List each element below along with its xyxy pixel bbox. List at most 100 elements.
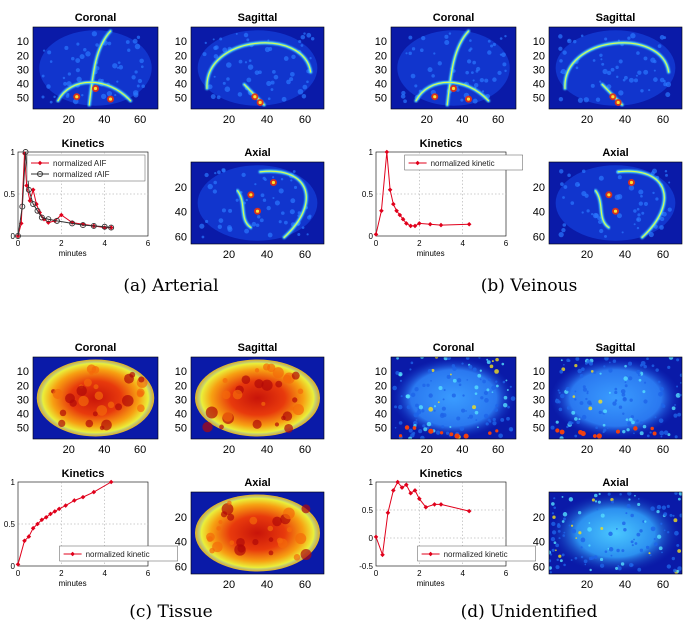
- noise-dot: [461, 362, 464, 365]
- speckle: [628, 77, 634, 83]
- noise-dot: [563, 531, 566, 534]
- speckle: [659, 35, 665, 40]
- noise-dot: [554, 549, 557, 552]
- image-title: Sagittal: [596, 12, 636, 24]
- tissue-blob: [261, 379, 273, 391]
- legend-label: normalized rAIF: [53, 170, 110, 179]
- tissue-blob: [275, 380, 283, 388]
- noise-dot: [624, 384, 628, 388]
- noise-dot: [589, 361, 593, 366]
- noise-dot: [603, 428, 607, 432]
- vessel-core: [259, 170, 307, 238]
- speckle: [490, 44, 494, 48]
- series-point: [397, 212, 403, 218]
- speckle: [635, 74, 638, 77]
- image-ytick-label: 10: [375, 366, 387, 378]
- speckle: [117, 61, 121, 65]
- noise-dot: [406, 405, 411, 410]
- noise-hotspot: [412, 426, 417, 430]
- image-ytick-label: 20: [533, 380, 545, 392]
- noise-dot: [637, 502, 641, 507]
- image-ytick-label: 50: [175, 423, 187, 435]
- noise-dot: [551, 502, 555, 506]
- tissue-blob: [221, 390, 231, 400]
- noise-hotspot: [495, 429, 499, 433]
- noise-dot: [583, 559, 588, 564]
- noise-dot: [629, 417, 633, 422]
- noise-dot: [477, 373, 482, 378]
- speckle: [141, 84, 145, 89]
- speckle: [472, 98, 478, 104]
- speckle: [272, 69, 276, 74]
- noise-dot: [655, 368, 659, 372]
- speckle: [136, 35, 141, 39]
- series-point: [373, 534, 379, 540]
- image-frame: [190, 161, 325, 245]
- legend-label: normalized kinetic: [444, 550, 508, 559]
- noise-dot: [577, 368, 582, 374]
- speckle: [650, 171, 655, 176]
- speckle: [661, 211, 667, 217]
- series-point: [34, 207, 41, 214]
- image-xtick-label: 60: [492, 444, 504, 456]
- image-content: [197, 165, 318, 241]
- image-ytick-label: 40: [17, 79, 29, 91]
- noise-dot: [483, 413, 489, 419]
- speckle: [244, 61, 248, 64]
- speckle: [293, 185, 298, 189]
- image-ytick-label: 60: [175, 232, 187, 244]
- panel-caption: (b) Veinous: [481, 276, 578, 296]
- image-ytick-label: 20: [533, 182, 545, 194]
- noise-dot: [486, 358, 489, 361]
- noise-dot: [446, 374, 451, 379]
- speckle: [306, 80, 309, 84]
- speckle: [213, 45, 218, 51]
- noise-dot: [550, 536, 556, 542]
- noise-dot: [480, 396, 484, 400]
- series-point: [391, 201, 396, 207]
- speckle: [289, 209, 295, 215]
- noise-dot: [618, 405, 623, 409]
- speckle: [274, 200, 280, 206]
- image-frame: [390, 356, 517, 440]
- noise-dot: [648, 552, 651, 555]
- speckle: [49, 100, 53, 104]
- noise-dot: [570, 559, 573, 562]
- noise-dot: [565, 386, 571, 392]
- speckle: [64, 45, 69, 50]
- speckle: [622, 78, 626, 82]
- tissue-blob: [209, 547, 215, 554]
- kinetics-title: Kinetics: [420, 138, 463, 150]
- legend: normalized kinetic: [59, 545, 178, 562]
- speckle: [599, 53, 603, 57]
- speckle: [640, 89, 644, 93]
- speckle: [244, 228, 250, 234]
- speckle: [49, 60, 53, 63]
- y-tick-label: 0.5: [362, 506, 374, 515]
- speckle: [562, 223, 567, 227]
- speckle: [257, 215, 261, 219]
- series-point: [38, 214, 45, 221]
- speckle: [91, 31, 98, 37]
- speckle: [213, 54, 219, 59]
- noise-dot: [666, 504, 670, 508]
- speckle: [217, 170, 221, 175]
- noise-dot: [394, 426, 397, 429]
- speckle: [562, 50, 567, 55]
- speckle: [487, 50, 492, 55]
- x-axis-label: minutes: [59, 579, 87, 588]
- speckle: [235, 32, 238, 35]
- image-title: Axial: [602, 477, 628, 489]
- speckle: [616, 213, 622, 219]
- noise-dot: [510, 396, 516, 401]
- noise-dot: [666, 564, 672, 569]
- image-coronal: Coronal 10 20 30 40 50 20 40 60: [375, 12, 517, 126]
- noise-dot: [479, 369, 482, 372]
- noise-dot: [574, 364, 578, 368]
- noise-dot: [643, 399, 648, 404]
- image-xtick-label: 20: [223, 444, 235, 456]
- noise-dot: [597, 500, 601, 504]
- image-ytick-label: 30: [17, 394, 29, 406]
- noise-dot: [599, 557, 604, 562]
